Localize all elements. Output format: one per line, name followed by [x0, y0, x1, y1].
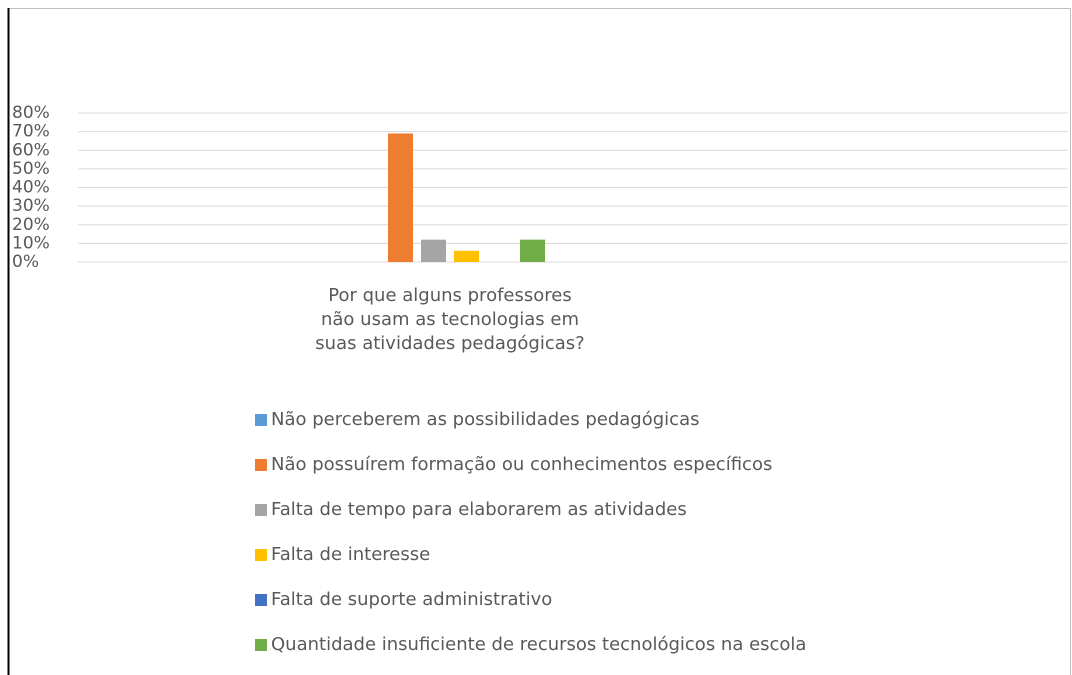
y-tick-label: 30%: [12, 196, 50, 216]
y-tick-label: 10%: [12, 233, 50, 253]
legend-swatch: [255, 459, 267, 471]
legend-swatch: [255, 639, 267, 651]
legend-label: Não perceberem as possibilidades pedagóg…: [271, 409, 699, 430]
legend-swatch: [255, 414, 267, 426]
legend-swatch: [255, 504, 267, 516]
y-tick-label: 70%: [12, 122, 50, 142]
legend-label: Quantidade insuficiente de recursos tecn…: [271, 634, 806, 655]
legend-label: Falta de suporte administrativo: [271, 589, 552, 610]
legend-swatch: [255, 594, 267, 606]
bar: [454, 250, 479, 262]
legend-label: Não possuírem formação ou conhecimentos …: [271, 454, 772, 475]
y-tick-label: 20%: [12, 215, 50, 235]
legend-label: Falta de tempo para elaborarem as ativid…: [271, 499, 687, 520]
bar: [421, 239, 446, 262]
legend-label: Falta de interesse: [271, 544, 430, 565]
y-tick-label: 60%: [12, 140, 50, 160]
category-label: Por que alguns professores não usam as t…: [315, 285, 585, 354]
y-tick-label: 0%: [12, 252, 39, 272]
y-tick-label: 80%: [12, 103, 50, 123]
legend-swatch: [255, 549, 267, 561]
bar: [388, 133, 413, 262]
y-tick-label: 50%: [12, 159, 50, 179]
bar: [520, 239, 545, 262]
y-tick-label: 40%: [12, 178, 50, 198]
